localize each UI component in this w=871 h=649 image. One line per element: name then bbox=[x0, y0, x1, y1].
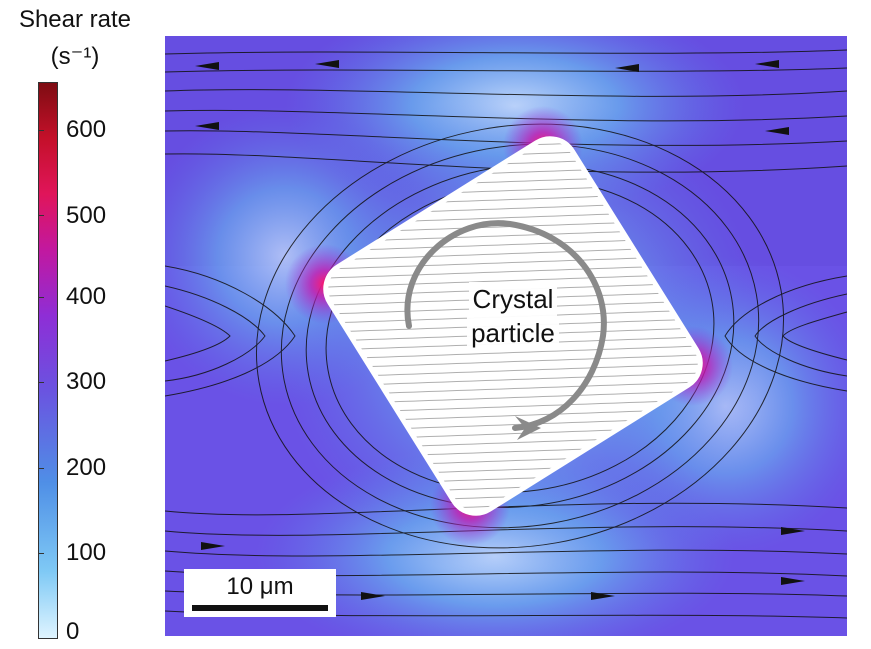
colorbar-tick-label: 500 bbox=[66, 202, 107, 229]
colorbar-tick-mark bbox=[38, 553, 44, 554]
colorbar-tick-label: 0 bbox=[66, 618, 80, 645]
colorbar-tick-label: 200 bbox=[66, 454, 107, 481]
flow-direction-arrows bbox=[195, 60, 805, 600]
colorbar bbox=[38, 82, 58, 639]
colorbar-tick-label: 300 bbox=[66, 368, 107, 395]
scale-bar: 10 μm bbox=[184, 569, 336, 617]
colorbar-tick-mark bbox=[38, 468, 44, 469]
colorbar-title: Shear rate bbox=[18, 6, 132, 33]
particle-label-line1: Crystal bbox=[468, 282, 558, 316]
colorbar-unit: (s⁻¹) bbox=[50, 43, 100, 70]
particle-label: Crystal particle bbox=[438, 282, 588, 350]
colorbar-tick-mark bbox=[38, 215, 44, 216]
colorbar-tick-mark bbox=[38, 382, 44, 383]
scale-bar-line bbox=[192, 605, 328, 611]
colorbar-tick-mark bbox=[38, 130, 44, 131]
colorbar-tick-label: 100 bbox=[66, 539, 107, 566]
colorbar-tick-mark bbox=[38, 297, 44, 298]
colorbar-tick-label: 600 bbox=[66, 116, 107, 143]
streamlines bbox=[165, 49, 847, 619]
rotation-arrowhead bbox=[515, 416, 541, 440]
rotation-arrow bbox=[404, 220, 607, 431]
scale-bar-label: 10 μm bbox=[226, 573, 294, 600]
colorbar-tick-label: 400 bbox=[66, 283, 107, 310]
particle-label-line2: particle bbox=[467, 316, 559, 350]
